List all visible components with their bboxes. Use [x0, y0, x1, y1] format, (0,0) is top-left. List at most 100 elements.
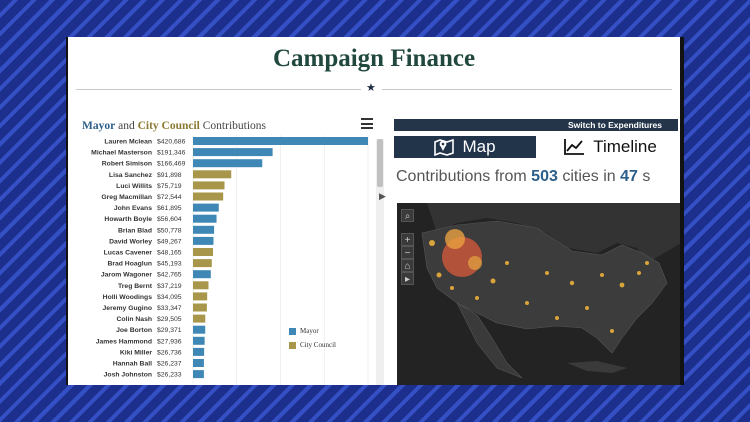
- bar-value-label: $29,505: [157, 316, 182, 323]
- bar-value-label: $191,346: [157, 150, 186, 157]
- bar-value-label: $45,193: [157, 261, 182, 268]
- bar-category-label: Hannah Ball: [113, 361, 152, 368]
- bar-category-label: Jeremy Gugino: [103, 305, 152, 312]
- page: Campaign Finance ★ Mayor and City Counci…: [68, 37, 680, 385]
- summary-prefix: Contributions from: [396, 168, 527, 185]
- bar[interactable]: [193, 248, 214, 256]
- legend-label-mayor: Mayor: [300, 327, 319, 335]
- bar[interactable]: [193, 148, 273, 157]
- right-panel: Switch to Expenditures Map Timeline Cont…: [394, 117, 680, 385]
- bar-value-label: $27,936: [157, 338, 182, 345]
- bar-category-label: Kiki Miller: [120, 349, 152, 356]
- bar[interactable]: [193, 281, 209, 290]
- tab-timeline-label: Timeline: [593, 137, 657, 156]
- summary-mid: cities in: [562, 168, 616, 185]
- tab-map[interactable]: Map: [394, 136, 536, 158]
- page-title: Campaign Finance: [272, 45, 476, 72]
- bar[interactable]: [193, 314, 206, 323]
- legend-swatch-council: [289, 341, 296, 349]
- bar[interactable]: [193, 236, 214, 245]
- mouse-cursor-icon: ▶: [379, 191, 386, 201]
- home-icon[interactable]: ⌂: [401, 259, 414, 272]
- chart-scroll-thumb[interactable]: [377, 139, 383, 187]
- bar-category-label: Greg Macmillan: [101, 194, 152, 201]
- bar-category-label: David Worley: [109, 238, 152, 245]
- bar-value-label: $49,267: [157, 238, 182, 245]
- bar[interactable]: [193, 292, 208, 301]
- bar[interactable]: [193, 192, 224, 201]
- bar-value-label: $33,347: [157, 305, 182, 312]
- contributions-summary: Contributions from 503 cities in 47 s: [396, 168, 680, 186]
- star-icon: ★: [366, 81, 376, 94]
- switch-to-expenditures-button[interactable]: Switch to Expenditures: [394, 119, 678, 131]
- state-count: 47: [620, 168, 638, 185]
- bar-category-label: Jarom Wagoner: [101, 272, 152, 279]
- bar[interactable]: [193, 137, 368, 145]
- line-chart-icon: [563, 138, 585, 156]
- chart-title-mayor: Mayor: [82, 120, 116, 132]
- bar[interactable]: [193, 325, 206, 334]
- bar-category-label: Lauren Mclean: [104, 139, 152, 146]
- bar-value-label: $50,778: [157, 227, 182, 234]
- bar[interactable]: [193, 225, 215, 234]
- bar[interactable]: [193, 170, 232, 179]
- bar-value-label: $34,095: [157, 294, 182, 301]
- legend-item-council[interactable]: City Council: [289, 341, 336, 349]
- map-search-icon[interactable]: ⌕: [401, 209, 414, 222]
- chart-title-and: and: [118, 120, 135, 132]
- chart-title-contributions: Contributions: [202, 120, 267, 132]
- legend-swatch-mayor: [289, 327, 296, 335]
- bar-category-label: Lisa Sanchez: [109, 172, 153, 179]
- bar-category-label: Lucas Cavener: [104, 250, 153, 257]
- browser-frame: Campaign Finance ★ Mayor and City Counci…: [66, 37, 684, 385]
- bar-value-label: $91,898: [157, 172, 182, 179]
- bar-value-label: $42,765: [157, 272, 182, 279]
- legend-item-mayor[interactable]: Mayor: [289, 327, 336, 335]
- contributions-bar-chart: Lauren Mclean $420,686 Michael Masterson $1…: [91, 135, 369, 385]
- bar-value-label: $26,237: [157, 361, 182, 368]
- chart-scrollbar[interactable]: [376, 139, 384, 385]
- bar-category-label: Michael Masterson: [91, 150, 152, 157]
- play-icon[interactable]: ▸: [401, 272, 414, 285]
- bar-category-label: Brad Hoaglun: [107, 261, 152, 268]
- bar-value-label: $420,686: [157, 139, 186, 146]
- zoom-out-button[interactable]: −: [401, 246, 414, 259]
- bar[interactable]: [193, 270, 211, 279]
- bar-category-label: Colin Nash: [117, 316, 153, 323]
- bar-category-label: Luci Willits: [116, 183, 152, 190]
- bar-value-label: $166,469: [157, 161, 186, 168]
- bar[interactable]: [193, 259, 212, 268]
- bar[interactable]: [193, 203, 219, 212]
- tab-map-label: Map: [462, 137, 496, 156]
- bar[interactable]: [193, 336, 205, 345]
- bar[interactable]: [193, 347, 205, 356]
- bar-value-label: $56,604: [157, 216, 182, 223]
- bar[interactable]: [193, 303, 207, 312]
- tab-timeline[interactable]: Timeline: [540, 136, 680, 158]
- map-canvas[interactable]: [397, 203, 680, 385]
- bar-value-label: $37,219: [157, 283, 182, 290]
- bar-value-label: $61,895: [157, 205, 182, 212]
- bar[interactable]: [193, 359, 204, 367]
- bar-value-label: $26,233: [157, 372, 182, 379]
- bar[interactable]: [193, 159, 263, 168]
- bar-value-label: $29,371: [157, 327, 182, 334]
- summary-suffix: s: [642, 168, 651, 185]
- hamburger-menu-icon[interactable]: [361, 118, 373, 129]
- chart-legend: Mayor City Council: [289, 327, 336, 355]
- bar[interactable]: [193, 214, 217, 223]
- contributions-map[interactable]: ⌕ + − ⌂ ▸: [397, 203, 680, 385]
- bar-value-label: $72,544: [157, 194, 182, 201]
- bar-category-label: Howarth Boyle: [104, 216, 152, 223]
- bar-category-label: Robert Simison: [102, 161, 152, 168]
- bar-category-label: Josh Johnston: [104, 372, 152, 379]
- bar-value-label: $75,719: [157, 183, 182, 190]
- bar[interactable]: [193, 181, 225, 190]
- bar-category-label: Holli Woodings: [103, 294, 153, 301]
- title-divider-left: [76, 89, 361, 90]
- zoom-in-button[interactable]: +: [401, 233, 414, 246]
- bar[interactable]: [193, 370, 204, 379]
- bar-category-label: Brian Blad: [118, 227, 152, 234]
- chart-title: Mayor and City Council Contributions: [82, 120, 266, 132]
- bar-category-label: John Evans: [114, 205, 152, 212]
